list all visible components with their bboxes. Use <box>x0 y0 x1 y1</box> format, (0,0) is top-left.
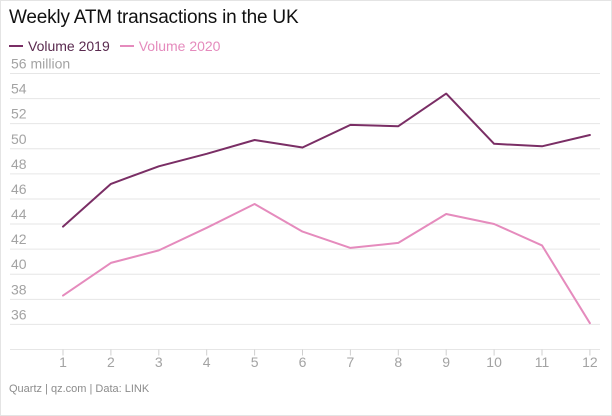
chart-legend: Volume 2019 Volume 2020 <box>9 38 230 54</box>
x-tick-label: 2 <box>107 354 115 370</box>
chart-title: Weekly ATM transactions in the UK <box>9 7 299 28</box>
x-tick-label: 3 <box>155 354 163 370</box>
x-tick-label: 10 <box>486 354 502 370</box>
y-tick-label: 42 <box>11 231 27 247</box>
legend-swatch-2019 <box>9 45 23 47</box>
x-tick-label: 8 <box>394 354 402 370</box>
x-tick-label: 6 <box>299 354 307 370</box>
legend-label-2020: Volume 2020 <box>138 38 221 54</box>
x-tick-label: 9 <box>442 354 450 370</box>
y-tick-label: 44 <box>11 206 27 222</box>
legend-item-2019: Volume 2019 <box>9 38 110 54</box>
legend-label-2019: Volume 2019 <box>28 38 110 54</box>
x-tick-label: 4 <box>203 354 211 370</box>
series-line-2020 <box>62 203 591 325</box>
y-tick-label: 38 <box>11 281 27 297</box>
y-tick-label: 36 <box>11 306 27 322</box>
y-tick-label: 52 <box>11 106 27 122</box>
y-tick-label: 46 <box>11 181 27 197</box>
x-tick-label: 7 <box>347 354 355 370</box>
y-tick-label: 48 <box>11 156 27 172</box>
y-tick-label: 40 <box>11 256 27 272</box>
x-tick-label: 1 <box>59 354 67 370</box>
x-tick-label: 12 <box>582 354 598 370</box>
legend-item-2020: Volume 2020 <box>119 38 221 54</box>
source-note: Quartz | qz.com | Data: LINK <box>9 383 150 395</box>
y-tick-label: 56 million <box>11 56 70 72</box>
y-tick-label: 50 <box>11 131 27 147</box>
x-tick-label: 5 <box>251 354 259 370</box>
x-tick-label: 11 <box>535 354 550 370</box>
legend-swatch-2020 <box>119 45 134 47</box>
y-tick-label: 54 <box>11 81 27 97</box>
series-line-2019 <box>62 92 591 228</box>
